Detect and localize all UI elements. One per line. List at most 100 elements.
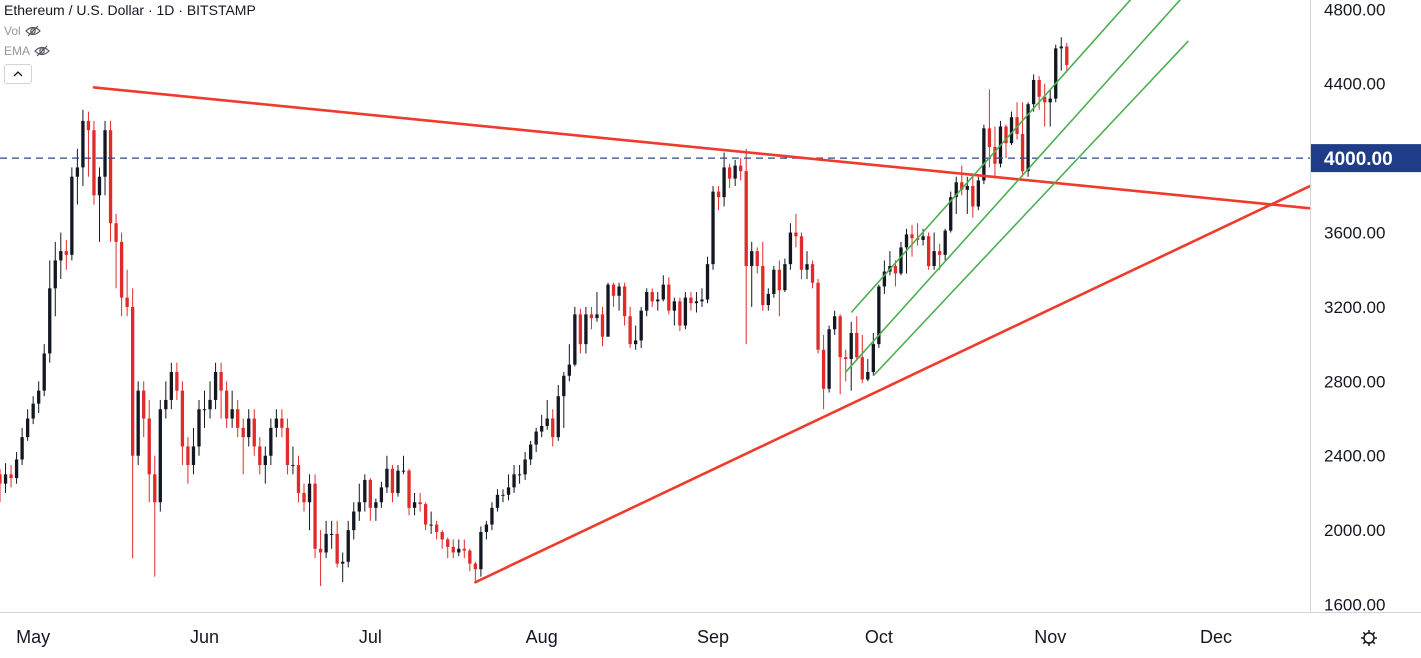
candle-body xyxy=(761,266,765,306)
candle-body xyxy=(440,532,444,540)
price-tick-label: 2400.00 xyxy=(1324,447,1385,466)
collapse-legend-button[interactable] xyxy=(4,64,32,84)
candle-body xyxy=(379,487,384,503)
candle-down xyxy=(578,308,583,354)
candle-body xyxy=(705,264,710,300)
candle-down xyxy=(678,297,682,332)
candle-up xyxy=(584,306,588,354)
candle-body xyxy=(783,264,787,291)
candle-body xyxy=(827,329,831,389)
candle-body xyxy=(772,269,776,294)
candle-up xyxy=(42,344,46,397)
candle-down xyxy=(390,465,395,503)
candle-body xyxy=(1031,79,1036,105)
candle-body xyxy=(943,230,947,255)
candle-down xyxy=(451,539,455,559)
candle-up xyxy=(827,325,831,393)
candle-up xyxy=(341,552,345,583)
time-tick-label: May xyxy=(16,627,50,647)
candle-body xyxy=(910,234,914,239)
candle-body xyxy=(739,165,743,172)
candle-body xyxy=(59,251,63,261)
candle-body xyxy=(816,282,820,350)
candle-body xyxy=(274,418,279,428)
indicator-ema[interactable]: EMA xyxy=(4,44,256,58)
candle-down xyxy=(622,282,627,326)
candle-up xyxy=(750,241,754,307)
candle-up xyxy=(274,409,279,438)
candle-body xyxy=(600,314,605,337)
candle-body xyxy=(285,427,290,466)
candle-body xyxy=(700,299,704,302)
candle-down xyxy=(600,306,605,346)
candle-body xyxy=(893,266,898,274)
candle-down xyxy=(838,314,842,395)
candle-body xyxy=(722,167,726,198)
candle-body xyxy=(357,502,361,512)
candle-body xyxy=(926,236,931,267)
candle-body xyxy=(75,167,80,177)
eye-off-icon[interactable] xyxy=(34,45,50,57)
indicator-vol[interactable]: Vol xyxy=(4,24,256,38)
candle-up xyxy=(14,452,19,484)
symbol-title[interactable]: Ethereum / U.S. Dollar · 1D · BITSTAMP xyxy=(4,2,256,18)
candle-up xyxy=(363,474,367,512)
candle-up xyxy=(849,321,853,391)
candle-up xyxy=(788,223,793,270)
candle-body xyxy=(252,418,256,447)
candle-body xyxy=(584,314,588,345)
candles xyxy=(0,37,1069,586)
eye-off-icon[interactable] xyxy=(24,25,41,37)
candle-up xyxy=(932,232,936,270)
candle-body xyxy=(882,271,887,287)
candle-up xyxy=(291,446,295,475)
candle-down xyxy=(114,213,118,289)
candle-up xyxy=(25,409,30,441)
price-tick-label: 2000.00 xyxy=(1324,521,1385,540)
channel-line-2 xyxy=(845,0,1182,373)
candle-body xyxy=(501,494,505,496)
candle-body xyxy=(866,372,870,380)
candle-body xyxy=(993,146,997,164)
candle-body xyxy=(158,409,162,503)
candle-body xyxy=(904,234,909,248)
candle-body xyxy=(484,524,489,533)
candle-body xyxy=(119,241,124,298)
candle-body xyxy=(313,483,317,549)
candle-body xyxy=(805,264,809,270)
candle-up xyxy=(645,288,649,317)
candle-down xyxy=(1004,124,1008,159)
candle-body xyxy=(114,223,118,242)
candle-up xyxy=(683,292,688,330)
candle-down xyxy=(938,243,942,270)
candle-up xyxy=(164,381,168,419)
candle-body xyxy=(578,314,583,345)
candle-body xyxy=(716,191,721,198)
candle-body xyxy=(711,191,715,265)
candle-down xyxy=(335,520,339,568)
price-tick-label: 4800.00 xyxy=(1324,0,1385,19)
candle-body xyxy=(1004,126,1008,144)
candle-body xyxy=(645,292,649,311)
candle-up xyxy=(711,186,715,270)
candle-up xyxy=(501,489,505,503)
candle-body xyxy=(1043,96,1047,103)
candle-up xyxy=(31,396,35,425)
candle-up xyxy=(59,232,63,280)
candle-down xyxy=(296,455,301,503)
candle-body xyxy=(1065,46,1069,66)
candle-down xyxy=(64,239,68,270)
candle-down xyxy=(971,176,975,218)
candle-down xyxy=(236,399,240,438)
candle-body xyxy=(1009,117,1014,144)
candle-up xyxy=(495,489,500,512)
time-axis: May Jun Jul Aug Sep Oct Nov Dec xyxy=(16,627,1232,647)
candle-up xyxy=(617,282,621,311)
settings-gear-icon[interactable] xyxy=(1361,630,1377,646)
candle-down xyxy=(915,223,920,246)
candle-body xyxy=(230,409,234,419)
time-tick-label: Jun xyxy=(190,627,219,647)
candle-body xyxy=(368,479,372,508)
candle-body xyxy=(1054,48,1058,99)
